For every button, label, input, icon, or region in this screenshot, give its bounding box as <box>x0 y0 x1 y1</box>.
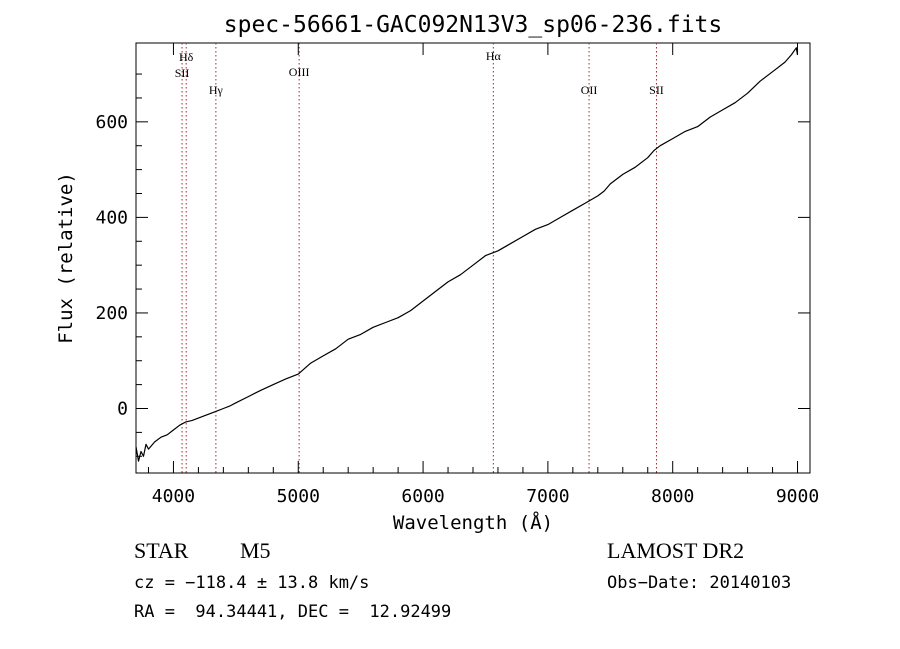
line-markers: Hδ SII Hγ OIII Hα OII SII <box>175 43 664 473</box>
redshift-cz: cz = −118.4 ± 13.8 km/s <box>134 573 370 593</box>
x-axis-label: Wavelength (Å) <box>393 511 553 534</box>
y-axis-label: Flux (relative) <box>55 172 77 344</box>
chart-title: spec-56661-GAC092N13V3_sp06-236.fits <box>224 12 723 38</box>
line-marker-label: OII <box>581 83 598 97</box>
y-tick-label: 600 <box>95 112 128 133</box>
x-tick-label: 7000 <box>526 486 569 507</box>
object-type: STAR <box>134 538 189 563</box>
y-tick-label: 200 <box>95 303 128 324</box>
y-axis-ticks: 0 200 400 600 <box>95 73 810 457</box>
observation-date: Obs−Date: 20140103 <box>607 573 792 593</box>
x-axis-ticks: 4000 5000 6000 7000 8000 9000 <box>147 43 819 507</box>
coordinates: RA = 94.34441, DEC = 12.92499 <box>134 602 452 622</box>
x-tick-label: 8000 <box>651 486 694 507</box>
x-tick-label: 9000 <box>776 486 819 507</box>
line-marker-label: Hγ <box>209 83 224 97</box>
line-marker-label: SII <box>175 66 190 80</box>
line-marker-label: SII <box>649 83 664 97</box>
x-tick-label: 5000 <box>277 486 320 507</box>
x-tick-label: 4000 <box>152 486 195 507</box>
survey-name: LAMOST DR2 <box>607 538 745 563</box>
y-tick-label: 400 <box>95 207 128 228</box>
y-tick-label: 0 <box>117 399 128 420</box>
line-marker-label: OIII <box>289 65 310 79</box>
x-tick-label: 6000 <box>401 486 444 507</box>
line-marker-label: Hα <box>486 49 502 63</box>
plot-frame <box>135 42 811 474</box>
spectrum-line <box>135 47 799 462</box>
line-marker-label: Hδ <box>179 50 194 64</box>
object-subclass: M5 <box>240 538 271 563</box>
